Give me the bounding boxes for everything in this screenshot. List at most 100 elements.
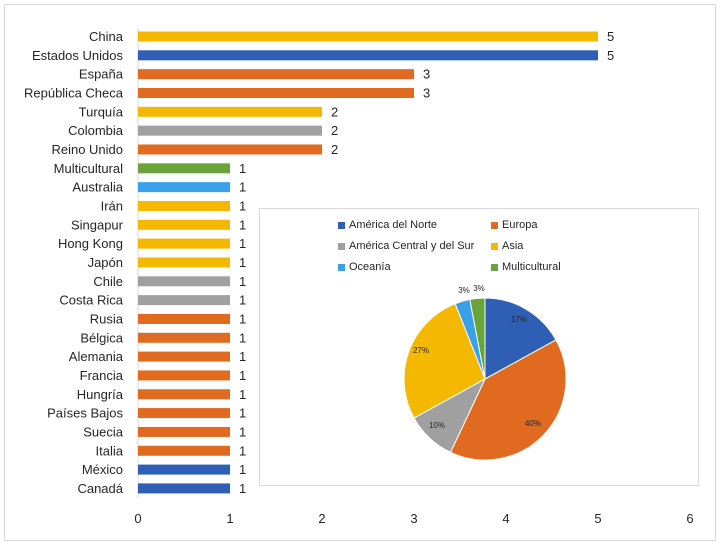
- legend-item: América Central y del Sur: [338, 240, 474, 252]
- bar: [138, 257, 230, 268]
- category-label: Irán: [101, 198, 123, 213]
- bar: [138, 219, 230, 230]
- x-tick-label: 4: [502, 511, 509, 526]
- x-tick-label: 5: [594, 511, 601, 526]
- data-label: 1: [239, 161, 246, 176]
- x-tick-label: 6: [686, 511, 693, 526]
- legend-item: Europa: [491, 219, 537, 231]
- data-label: 1: [239, 311, 246, 326]
- bar: [138, 163, 230, 174]
- category-label: Multicultural: [54, 161, 123, 176]
- bar: [138, 69, 414, 80]
- legend-label: Europa: [502, 219, 538, 231]
- data-label: 5: [607, 48, 614, 63]
- data-label: 1: [239, 236, 246, 251]
- data-label: 1: [239, 198, 246, 213]
- data-label: 1: [239, 180, 246, 195]
- data-label: 1: [239, 481, 246, 496]
- data-label: 1: [239, 406, 246, 421]
- data-label: 3: [423, 67, 430, 82]
- chart-frame: [4, 4, 716, 541]
- category-label: Francia: [80, 368, 124, 383]
- category-label: Reino Unido: [51, 142, 123, 157]
- data-label: 1: [239, 293, 246, 308]
- pie-slice-label: 17%: [511, 315, 527, 324]
- legend-item: Multicultural: [491, 261, 561, 273]
- category-label: Japón: [88, 255, 123, 270]
- category-label: Alemania: [69, 349, 124, 364]
- legend-label: Oceanía: [349, 261, 391, 273]
- bar: [138, 106, 322, 117]
- bar: [138, 445, 230, 456]
- category-label: Hong Kong: [58, 236, 123, 251]
- category-label: Costa Rica: [59, 293, 123, 308]
- category-label: Turquía: [79, 104, 124, 119]
- data-label: 1: [239, 330, 246, 345]
- category-label: China: [89, 29, 124, 44]
- pie-slice: [484, 297, 557, 380]
- pie-slice-label: 3%: [458, 286, 470, 295]
- category-label: República Checa: [24, 85, 124, 100]
- bar: [138, 276, 230, 287]
- category-label: Rusia: [90, 311, 124, 326]
- category-label: Estados Unidos: [32, 48, 124, 63]
- bar: [138, 332, 230, 343]
- data-label: 2: [331, 104, 338, 119]
- bar: [138, 351, 230, 362]
- pie-slice: [449, 339, 567, 461]
- bar: [138, 426, 230, 437]
- data-label: 1: [239, 368, 246, 383]
- data-label: 1: [239, 349, 246, 364]
- bar: [138, 295, 230, 306]
- category-label: Canadá: [77, 481, 123, 496]
- legend-item: Asia: [491, 240, 523, 252]
- legend-swatch: [491, 221, 498, 229]
- bar: [138, 238, 230, 249]
- bar: [138, 464, 230, 475]
- category-label: Bélgica: [80, 330, 123, 345]
- category-label: Italia: [96, 443, 124, 458]
- data-label: 1: [239, 443, 246, 458]
- category-label: España: [79, 67, 124, 82]
- pie-slice-label: 3%: [473, 284, 485, 293]
- bar: [138, 483, 230, 494]
- bar: [138, 313, 230, 324]
- data-label: 5: [607, 29, 614, 44]
- category-label: Países Bajos: [47, 406, 123, 421]
- legend-label: Multicultural: [502, 261, 561, 273]
- data-label: 1: [239, 274, 246, 289]
- legend-label: América Central y del Sur: [349, 240, 475, 252]
- bar: [138, 370, 230, 381]
- legend-swatch: [491, 242, 498, 250]
- data-label: 2: [331, 142, 338, 157]
- category-label: Singapur: [71, 217, 124, 232]
- bar: [138, 144, 322, 155]
- bar: [138, 50, 598, 61]
- legend-swatch: [491, 263, 498, 271]
- data-label: 1: [239, 462, 246, 477]
- legend-swatch: [338, 221, 345, 229]
- data-label: 3: [423, 85, 430, 100]
- legend-label: Asia: [502, 240, 524, 252]
- data-label: 2: [331, 123, 338, 138]
- category-label: Suecia: [83, 424, 124, 439]
- pie-slice-label: 40%: [525, 419, 541, 428]
- legend-label: América del Norte: [349, 219, 438, 231]
- category-label: Chile: [93, 274, 123, 289]
- data-label: 1: [239, 217, 246, 232]
- legend-item: América del Norte: [338, 219, 437, 231]
- bar: [138, 125, 322, 136]
- category-label: Colombia: [68, 123, 124, 138]
- category-label: Hungría: [77, 387, 124, 402]
- x-tick-label: 1: [226, 511, 233, 526]
- x-tick-label: 0: [134, 511, 141, 526]
- pie-slice: [469, 297, 486, 380]
- x-tick-label: 3: [410, 511, 417, 526]
- data-label: 1: [239, 424, 246, 439]
- legend-item: Oceanía: [338, 261, 391, 273]
- pie-slice-label: 10%: [429, 421, 445, 430]
- bar: [138, 87, 414, 98]
